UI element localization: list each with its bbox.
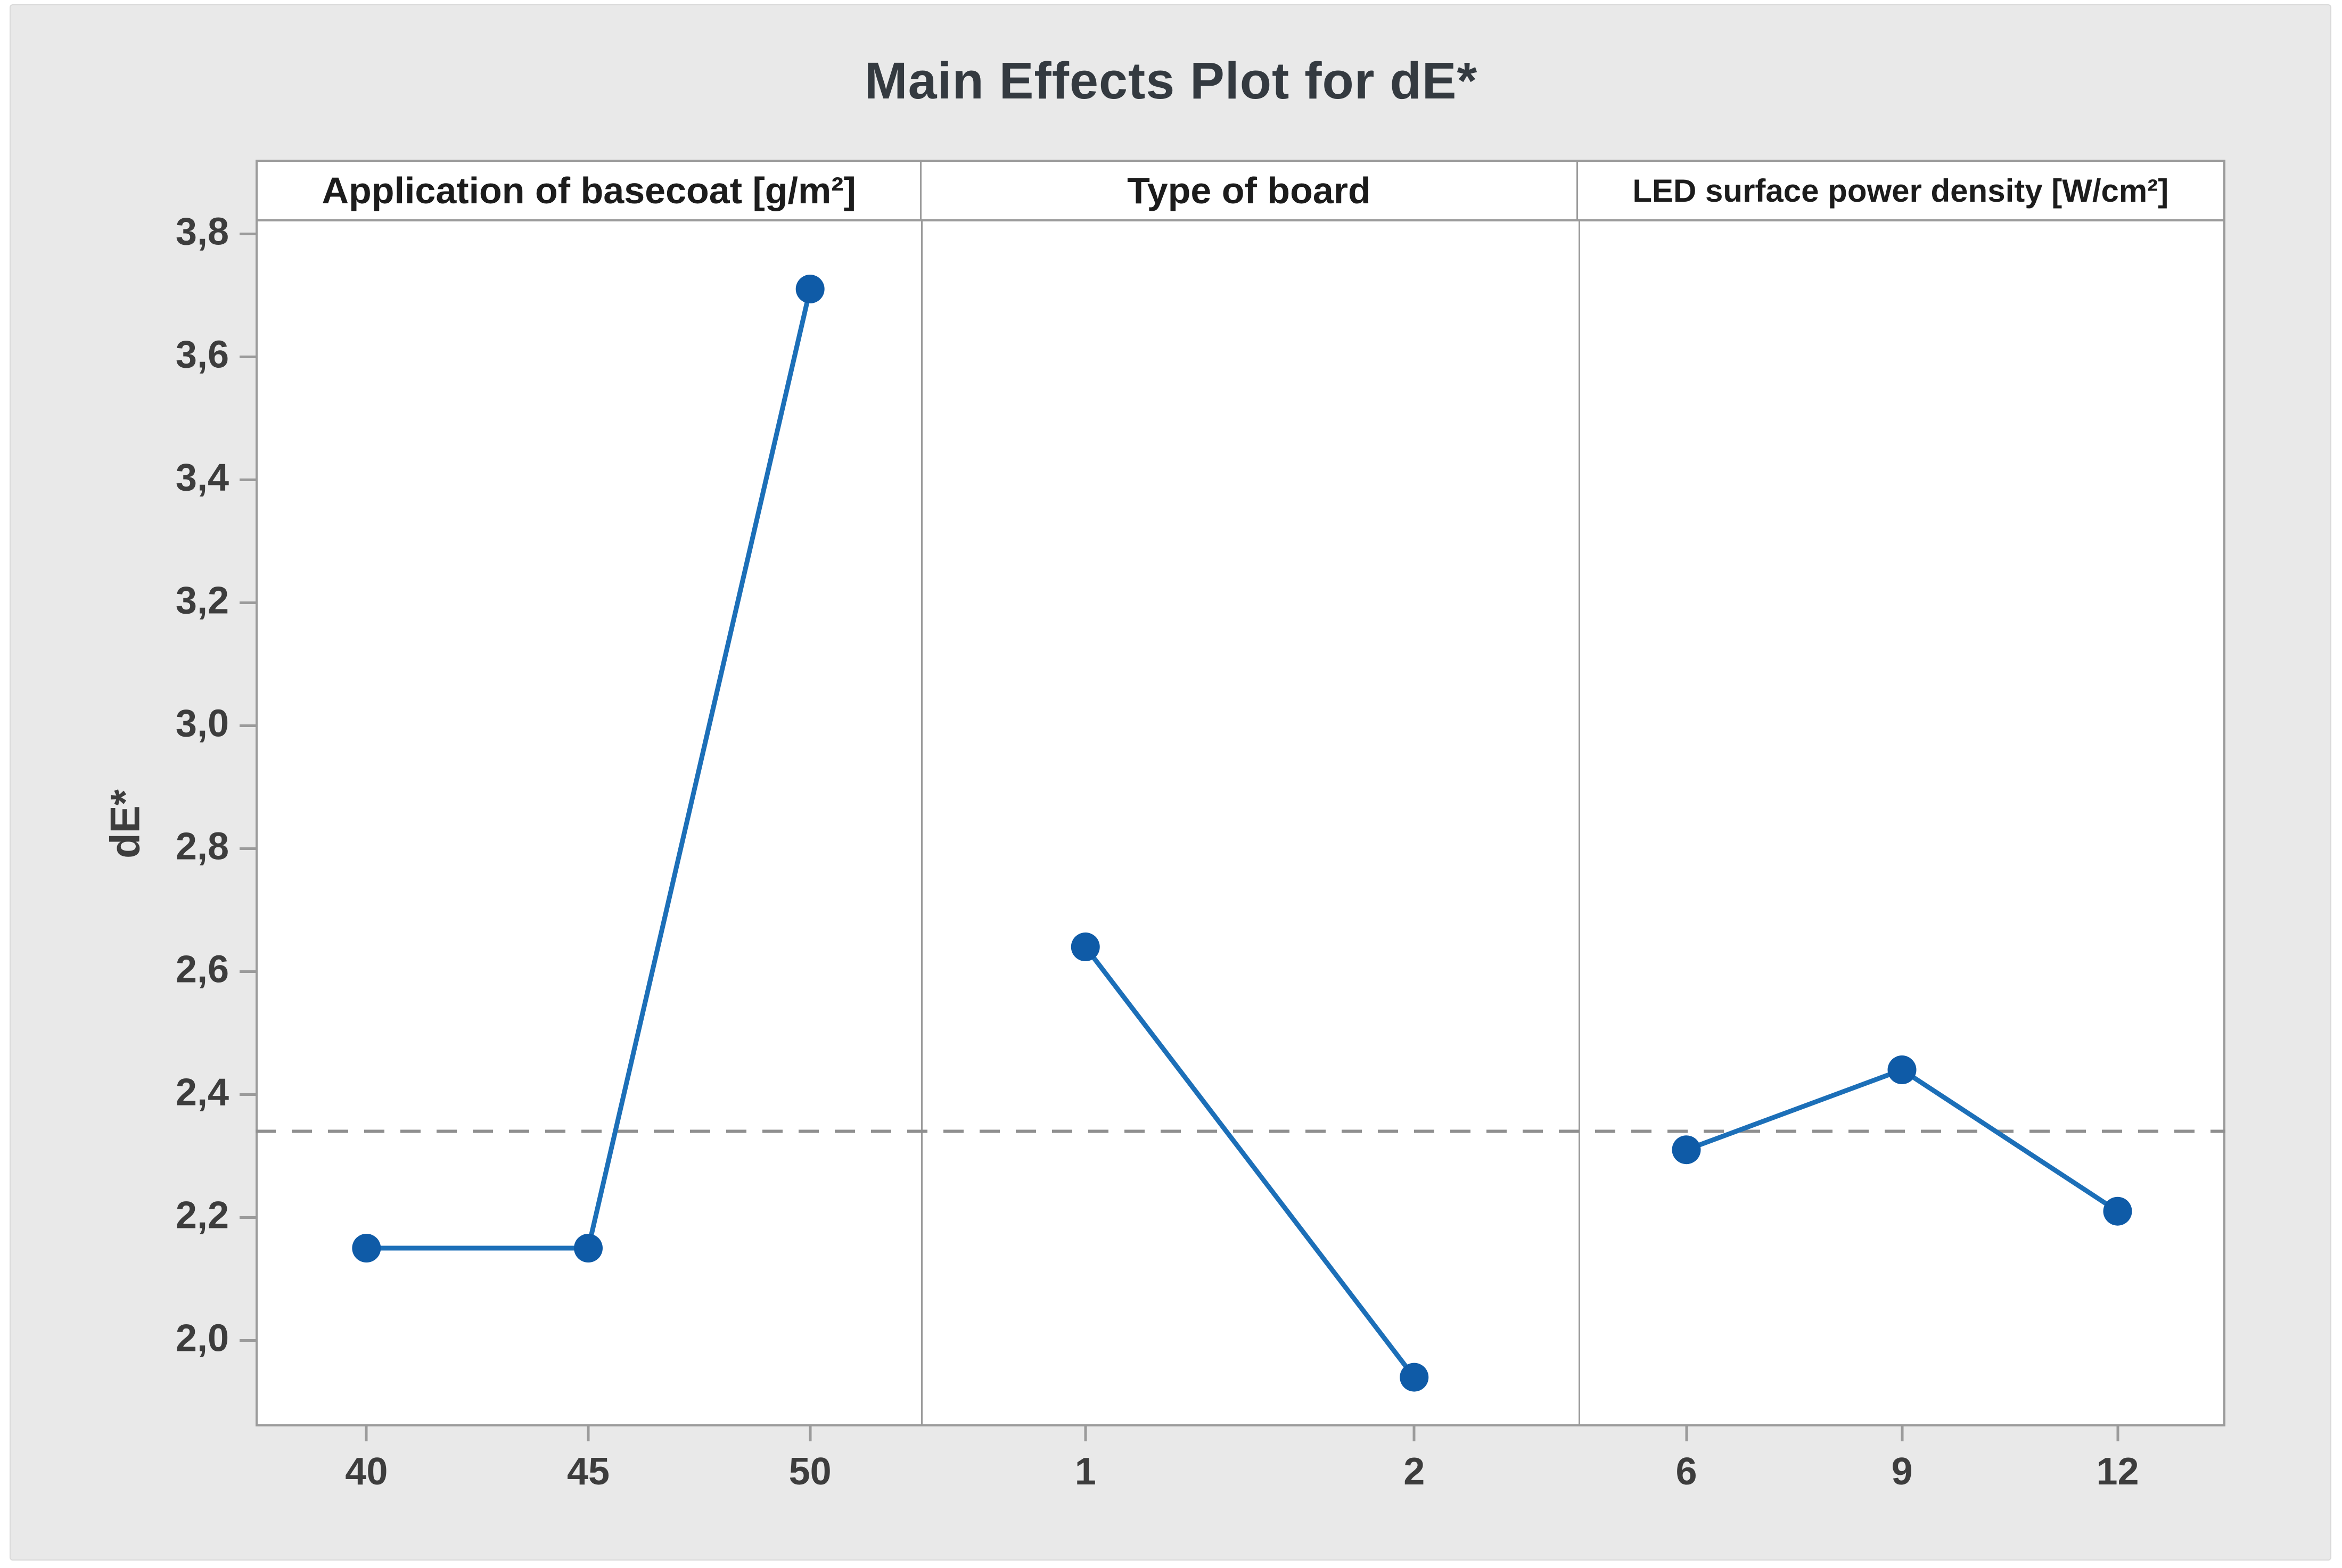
x-tick bbox=[809, 1426, 812, 1441]
y-tick-label: 2,8 bbox=[175, 825, 229, 868]
y-tick-label: 3,0 bbox=[175, 702, 229, 745]
y-tick bbox=[240, 478, 256, 482]
data-point-marker bbox=[1672, 1135, 1701, 1165]
data-series-layer bbox=[256, 275, 2225, 1392]
x-tick-label: 12 bbox=[2096, 1450, 2139, 1493]
y-tick bbox=[240, 1216, 256, 1219]
x-tick bbox=[365, 1426, 368, 1441]
x-tick bbox=[1084, 1426, 1087, 1441]
y-tick bbox=[240, 601, 256, 605]
data-point-marker bbox=[1887, 1055, 1917, 1085]
x-tick bbox=[1901, 1426, 1903, 1441]
x-tick-label: 6 bbox=[1675, 1450, 1697, 1493]
x-tick-label: 40 bbox=[345, 1450, 388, 1493]
x-tick-label: 9 bbox=[1891, 1450, 1913, 1493]
y-tick bbox=[240, 1339, 256, 1342]
plot-area bbox=[256, 221, 2225, 1426]
panel-divider-1 bbox=[921, 221, 923, 1426]
series-line-panel-0 bbox=[366, 288, 813, 1251]
panel-header-basecoat: Application of basecoat [g/m²] bbox=[258, 162, 922, 219]
y-tick-label: 2,4 bbox=[175, 1071, 229, 1114]
panel-divider-2 bbox=[1579, 221, 1580, 1426]
y-tick bbox=[240, 233, 256, 236]
x-tick bbox=[2116, 1426, 2119, 1441]
y-tick-label: 2,2 bbox=[175, 1194, 229, 1237]
y-tick bbox=[240, 970, 256, 973]
x-tick-label: 1 bbox=[1074, 1450, 1096, 1493]
y-tick-label: 3,6 bbox=[175, 333, 229, 376]
x-tick bbox=[587, 1426, 590, 1441]
x-tick bbox=[1412, 1426, 1416, 1441]
data-point-marker bbox=[352, 1234, 381, 1263]
series-line-panel-1 bbox=[1083, 945, 1416, 1379]
y-tick-label: 3,2 bbox=[175, 579, 229, 622]
y-tick bbox=[240, 1093, 256, 1096]
data-point-marker bbox=[795, 275, 825, 304]
y-tick-label: 3,4 bbox=[175, 456, 229, 499]
panel-header-board: Type of board bbox=[922, 162, 1578, 219]
x-tick-label: 50 bbox=[788, 1450, 832, 1493]
y-tick-label: 2,0 bbox=[175, 1317, 229, 1360]
y-tick bbox=[240, 356, 256, 359]
data-point-marker bbox=[1071, 932, 1100, 962]
data-point-marker bbox=[574, 1234, 603, 1263]
y-tick bbox=[240, 724, 256, 728]
x-tick-label: 2 bbox=[1403, 1450, 1425, 1493]
x-tick-label: 45 bbox=[566, 1450, 610, 1493]
y-tick bbox=[240, 847, 256, 851]
plot-region: Application of basecoat [g/m²] Type of b… bbox=[176, 160, 2225, 1493]
y-tick-label: 2,6 bbox=[175, 948, 229, 991]
chart-title: Main Effects Plot for dE* bbox=[864, 52, 1478, 110]
panel-header-band: Application of basecoat [g/m²] Type of b… bbox=[256, 160, 2225, 221]
data-point-marker bbox=[2103, 1196, 2132, 1226]
panel-header-led: LED surface power density [W/cm²] bbox=[1632, 172, 2169, 209]
series-line-panel-2 bbox=[1685, 1067, 2119, 1214]
y-axis-title: dE* bbox=[101, 789, 149, 859]
x-tick bbox=[1685, 1426, 1688, 1441]
y-tick-label: 3,8 bbox=[175, 210, 229, 253]
data-point-marker bbox=[1400, 1363, 1429, 1392]
